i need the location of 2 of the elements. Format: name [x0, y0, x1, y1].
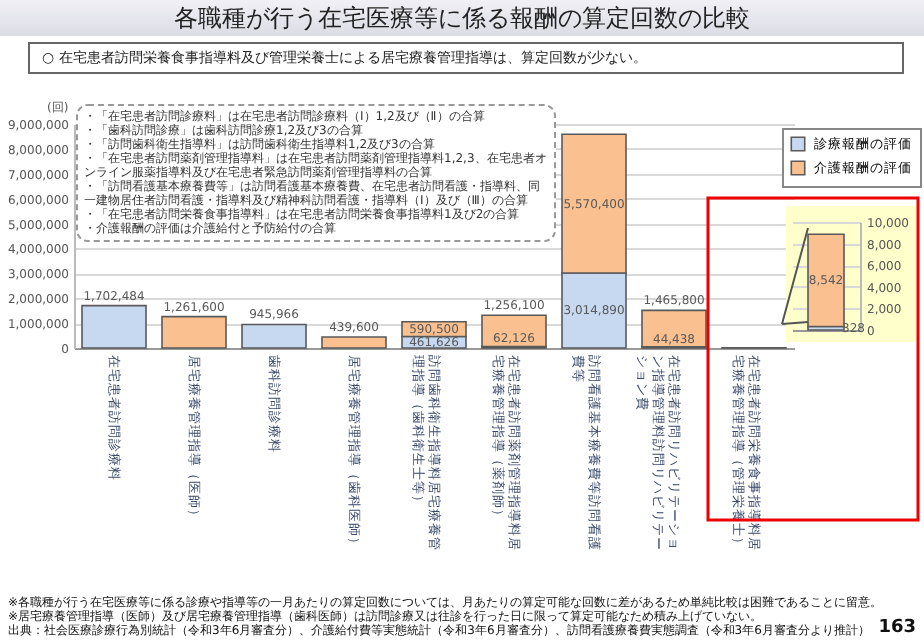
- chart-title: 各職種が行う在宅医療等に係る報酬の算定回数の比較: [0, 0, 924, 36]
- text: 163: [872, 618, 916, 638]
